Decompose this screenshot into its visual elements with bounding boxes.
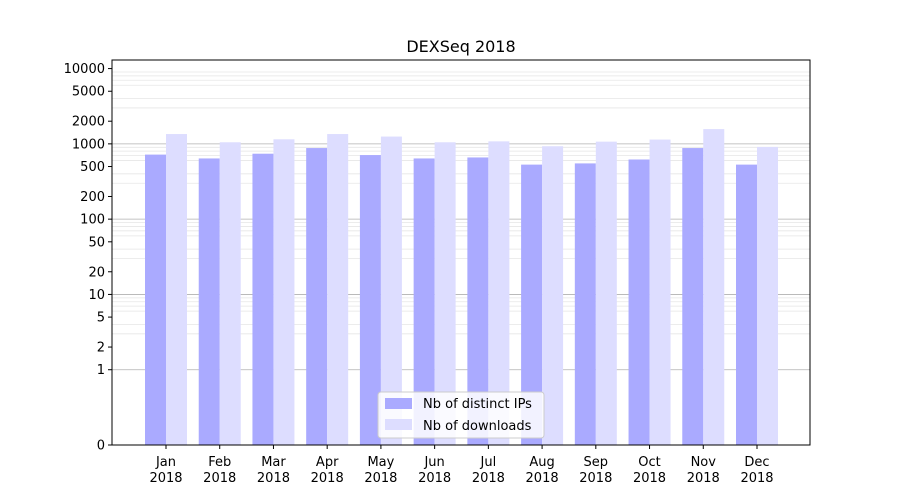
x-tick-label-year: 2018 (311, 471, 344, 486)
x-tick-label-month: Nov (691, 455, 717, 470)
bar-downloads (757, 146, 778, 446)
x-tick-label-year: 2018 (633, 471, 666, 486)
bar-downloads (488, 141, 510, 445)
bar-downloads (380, 136, 402, 445)
x-axis: Jan2018Feb2018Mar2018Apr2018May2018Jun20… (149, 445, 774, 486)
bar-downloads (434, 142, 456, 445)
x-tick-label-month: Jun (423, 455, 444, 470)
bar-distinct-ips (413, 158, 435, 445)
legend-label-distinct-ips: Nb of distinct IPs (423, 397, 532, 412)
x-tick-label-month: Jan (155, 455, 176, 470)
bar-distinct-ips (521, 164, 543, 445)
x-tick-label-year: 2018 (149, 471, 182, 486)
y-tick-label: 1000 (72, 137, 105, 152)
bar-distinct-ips (198, 158, 220, 445)
x-tick-label-year: 2018 (418, 471, 451, 486)
bar-distinct-ips (682, 148, 704, 445)
bar-distinct-ips (628, 159, 650, 445)
bars (145, 129, 778, 446)
bar-downloads (542, 146, 564, 445)
x-tick-label-year: 2018 (579, 471, 612, 486)
x-tick-label-month: Aug (529, 455, 554, 470)
bar-distinct-ips (145, 154, 166, 445)
x-tick-label-year: 2018 (740, 471, 773, 486)
x-tick-label-year: 2018 (364, 471, 397, 486)
x-tick-label-year: 2018 (472, 471, 505, 486)
y-tick-label: 100 (80, 213, 105, 228)
bar-distinct-ips (306, 148, 328, 445)
x-tick-label-month: May (367, 455, 394, 470)
bar-downloads (703, 129, 725, 446)
y-tick-label: 20 (88, 265, 105, 280)
bar-distinct-ips (736, 164, 757, 445)
legend-swatch-downloads (385, 419, 412, 430)
y-tick-label: 2 (97, 341, 105, 356)
plot-frame (111, 59, 811, 446)
bar-downloads (273, 139, 295, 446)
y-tick-label: 1 (97, 363, 105, 378)
y-tick-label: 50 (88, 235, 105, 250)
x-tick-label-year: 2018 (526, 471, 559, 486)
legend-label-downloads: Nb of downloads (423, 419, 532, 434)
x-tick-label-month: Apr (316, 455, 339, 470)
x-tick-label-month: Feb (208, 455, 231, 470)
chart-title: DEXSeq 2018 (406, 37, 515, 56)
x-tick-label-year: 2018 (257, 471, 290, 486)
bar-downloads (595, 141, 617, 445)
y-tick-label: 200 (80, 190, 105, 205)
y-tick-label: 500 (80, 160, 105, 175)
y-tick-label: 0 (97, 439, 105, 454)
x-tick-label-month: Mar (261, 455, 286, 470)
legend-box (377, 391, 545, 439)
bar-downloads (219, 142, 241, 445)
bar-downloads (649, 139, 671, 445)
y-tick-label: 5000 (72, 85, 105, 100)
y-tick-label: 5 (97, 311, 105, 326)
y-tick-label: 10000 (64, 62, 105, 77)
bar-distinct-ips (359, 155, 381, 446)
bar-downloads (166, 134, 187, 446)
x-tick-label-year: 2018 (687, 471, 720, 486)
x-tick-label-month: Jul (480, 455, 497, 470)
legend: Nb of distinct IPs Nb of downloads (377, 391, 545, 439)
y-tick-label: 2000 (72, 115, 105, 130)
bar-distinct-ips (467, 157, 489, 445)
legend-swatch-distinct-ips (385, 398, 412, 409)
x-tick-label-year: 2018 (203, 471, 236, 486)
x-tick-label-month: Dec (744, 455, 769, 470)
x-tick-label-month: Sep (584, 455, 609, 470)
y-tick-label: 10 (88, 288, 105, 303)
y-axis: 0 1 2 5 10 20 50 100 200 500 1000 2000 5000 10000 (64, 62, 112, 454)
bar-downloads (327, 134, 349, 446)
x-tick-label-month: Oct (638, 455, 660, 470)
bar-distinct-ips (574, 163, 596, 445)
bar-distinct-ips (252, 153, 274, 445)
